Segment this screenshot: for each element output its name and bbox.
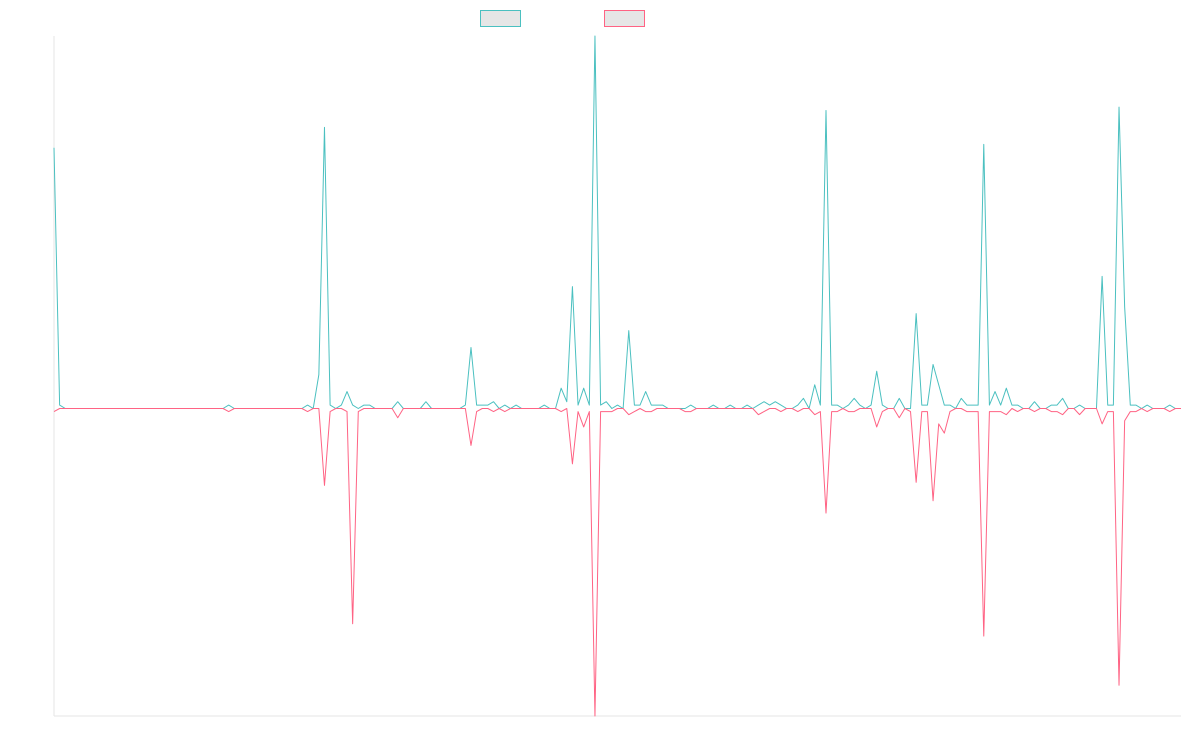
series-line-1	[53, 35, 1181, 409]
legend-swatch-2[interactable]	[604, 10, 645, 27]
series-layer	[53, 35, 1181, 717]
chart-axes	[53, 36, 1181, 717]
legend	[480, 10, 645, 27]
series-line-2	[53, 408, 1181, 717]
legend-swatch-1[interactable]	[480, 10, 521, 27]
